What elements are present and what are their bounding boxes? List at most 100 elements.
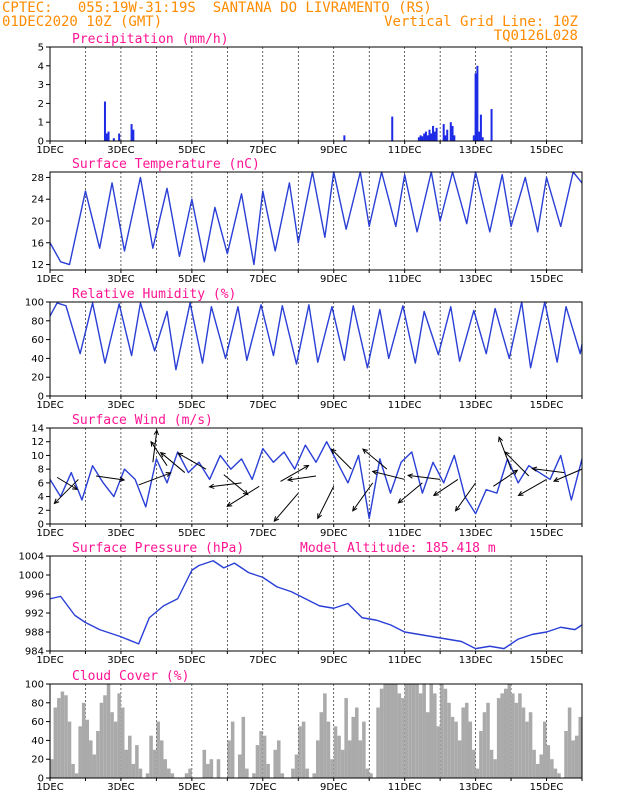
cloud-ytick-label: 100 xyxy=(25,680,44,691)
precipitation-bar xyxy=(426,135,429,141)
cloud-ytick-label: 60 xyxy=(31,717,44,728)
pressure-ytick-label: 1004 xyxy=(19,552,44,563)
precipitation-bar xyxy=(132,129,135,141)
cloud-bar xyxy=(92,754,97,778)
precipitation-xtick-label: 3DEC xyxy=(107,145,134,156)
cloud-bar xyxy=(503,688,508,778)
cloud-bar xyxy=(135,745,139,778)
cloud-bar xyxy=(468,721,473,778)
precipitation-bar xyxy=(105,133,108,141)
cloud-xtick-label: 9DEC xyxy=(320,782,347,793)
wind-arrow xyxy=(273,492,299,523)
cloud-panel: 0 20 40 60 80 100 1DEC 3DEC 5DEC 7DEC 9DEC 11DEC 13D… xyxy=(25,669,583,793)
precipitation-bar xyxy=(478,131,481,141)
humidity-panel: 0 20 40 60 80 100 1DEC 3DEC 5DEC 7DEC 9DEC 11DEC 13D… xyxy=(25,287,583,411)
cloud-bar xyxy=(96,731,100,778)
pressure-series-line xyxy=(49,560,583,650)
cloud-bar xyxy=(447,702,451,778)
humidity-xtick-label: 11DEC xyxy=(388,400,422,411)
cloud-bar xyxy=(312,773,316,778)
wind-xtick-label: 1DEC xyxy=(36,528,63,539)
cloud-bar xyxy=(362,721,366,778)
cloud-bar xyxy=(266,763,270,778)
humidity-xtick-label: 7DEC xyxy=(249,400,276,411)
cloud-bar xyxy=(496,698,501,778)
header-grid-line: Vertical Grid Line: 10Z xyxy=(384,14,578,30)
cloud-bar xyxy=(376,707,380,778)
humidity-ytick-label: 100 xyxy=(25,298,44,309)
wind-arrow xyxy=(432,479,459,497)
wind-xtick-label: 9DEC xyxy=(320,528,347,539)
cloud-bar xyxy=(152,749,157,778)
cloud-bar xyxy=(475,768,480,778)
precipitation-xtick-label: 5DEC xyxy=(178,145,205,156)
cloud-bar xyxy=(578,716,582,778)
humidity-xtick-label: 1DEC xyxy=(36,400,63,411)
precipitation-bar xyxy=(107,131,110,141)
cloud-bar xyxy=(138,768,143,778)
cloud-bar xyxy=(301,721,306,778)
cloud-bar xyxy=(564,731,568,778)
cloud-bar xyxy=(539,754,543,778)
cloud-bar xyxy=(74,773,79,778)
precipitation-bar xyxy=(391,116,394,141)
precipitation-ytick-label: 2 xyxy=(38,99,44,110)
cloud-bar xyxy=(145,773,150,778)
humidity-title: Relative Humidity (%) xyxy=(72,287,236,302)
wind-arrow xyxy=(552,468,583,482)
precipitation-bar xyxy=(474,73,477,141)
precipitation-xtick-label: 11DEC xyxy=(388,145,422,156)
pressure-ytick-label: 1000 xyxy=(19,571,44,582)
precipitation-bar xyxy=(449,122,452,141)
wind-series-line xyxy=(49,441,583,520)
wind-arrow xyxy=(493,469,519,487)
cloud-bar xyxy=(422,684,426,778)
precipitation-bar xyxy=(481,137,484,141)
cloud-bar xyxy=(216,759,221,778)
precipitation-title: Precipitation (mm/h) xyxy=(72,32,229,47)
cloud-bar xyxy=(486,702,490,778)
wind-xtick-label: 7DEC xyxy=(249,528,276,539)
precipitation-bar xyxy=(490,109,493,141)
wind-arrow xyxy=(286,475,317,482)
cloud-bar xyxy=(351,716,356,778)
cloud-bar xyxy=(457,740,462,778)
precipitation-bar xyxy=(423,133,426,141)
cloud-bar xyxy=(276,740,281,778)
wind-xtick-label: 11DEC xyxy=(388,528,422,539)
precipitation-bar xyxy=(419,135,422,141)
precipitation-frame xyxy=(49,46,583,142)
cloud-bar xyxy=(255,745,260,778)
wind-arrow xyxy=(517,478,547,496)
pressure-xtick-label: 13DEC xyxy=(459,655,493,666)
cloud-bar xyxy=(245,768,249,778)
wind-title: Surface Wind (m/s) xyxy=(72,413,213,428)
wind-arrow xyxy=(53,479,79,505)
cloud-bar xyxy=(273,749,277,778)
precipitation-bar xyxy=(430,133,433,141)
cloud-bar xyxy=(542,721,547,778)
pressure-xtick-label: 9DEC xyxy=(320,655,347,666)
cloud-bar xyxy=(337,735,341,778)
cloud-bar xyxy=(567,707,572,778)
cloud-bar xyxy=(237,754,242,778)
temperature-xtick-label: 7DEC xyxy=(249,274,276,285)
cloud-bar xyxy=(535,763,540,778)
humidity-series-line xyxy=(49,301,583,371)
precipitation-xtick-label: 1DEC xyxy=(36,145,63,156)
cloud-bar xyxy=(89,740,93,778)
wind-xtick-label: 13DEC xyxy=(459,528,493,539)
cloud-bar xyxy=(99,702,104,778)
cloud-bar xyxy=(333,726,338,778)
temperature-frame xyxy=(49,171,583,271)
temperature-ytick-label: 20 xyxy=(31,217,44,228)
cloud-bar xyxy=(408,684,412,778)
cloud-bar xyxy=(64,695,68,778)
cloud-bar xyxy=(330,759,334,778)
precipitation-bar xyxy=(451,125,454,141)
cloud-bar xyxy=(319,712,324,778)
wind-arrow xyxy=(531,466,565,474)
precipitation-xtick-label: 15DEC xyxy=(530,145,564,156)
cloud-bar xyxy=(305,768,309,778)
precipitation-bar xyxy=(103,101,106,141)
